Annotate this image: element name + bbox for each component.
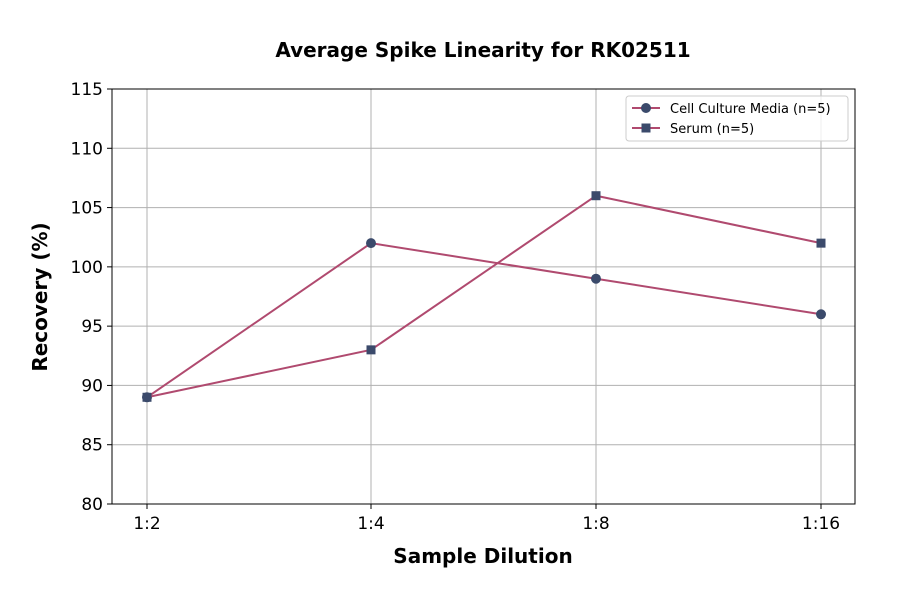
x-tick-label: 1:16	[802, 514, 840, 534]
x-tick-label: 1:4	[357, 514, 384, 534]
x-axis-label: Sample Dilution	[393, 544, 572, 568]
legend-box	[625, 95, 849, 142]
legend-label: Cell Culture Media (n=5)	[670, 102, 831, 117]
series-line	[146, 194, 822, 399]
data-point	[142, 392, 152, 402]
y-tick-label: 105	[71, 199, 103, 219]
plot-frame	[111, 88, 856, 505]
series-line	[146, 242, 822, 399]
legend-marker	[641, 103, 651, 113]
data-point	[366, 345, 376, 355]
legend-label: Serum (n=5)	[670, 122, 754, 137]
y-tick-label: 95	[81, 317, 103, 337]
data-point	[591, 191, 601, 201]
data-point	[366, 238, 376, 249]
y-tick-label: 110	[71, 139, 103, 159]
data-point	[816, 238, 826, 248]
y-tick-label: 100	[71, 258, 103, 278]
data-point	[591, 273, 601, 284]
chart-title: Average Spike Linearity for RK02511	[275, 38, 690, 62]
y-axis-label: Recovery (%)	[28, 222, 52, 371]
x-tick-label: 1:8	[582, 514, 609, 534]
y-tick-label: 115	[71, 80, 103, 100]
data-point	[816, 309, 826, 320]
legend: Cell Culture Media (n=5) Serum (n=5)	[625, 95, 849, 142]
y-tick-label: 80	[81, 495, 103, 515]
legend-marker	[641, 123, 651, 133]
x-tick-label: 1:2	[133, 514, 160, 534]
y-tick-label: 85	[81, 436, 103, 456]
y-tick-label: 90	[81, 376, 103, 396]
